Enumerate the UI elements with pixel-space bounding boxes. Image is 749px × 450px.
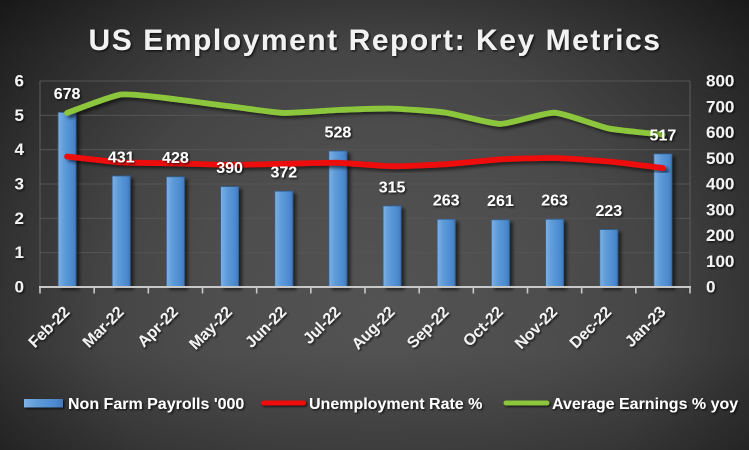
svg-text:500: 500 (706, 149, 734, 168)
svg-text:Jul-22: Jul-22 (300, 304, 344, 348)
svg-text:263: 263 (433, 193, 460, 210)
svg-text:678: 678 (54, 86, 81, 103)
svg-text:431: 431 (108, 149, 135, 166)
svg-text:223: 223 (595, 203, 622, 220)
svg-text:Feb-22: Feb-22 (26, 304, 74, 352)
svg-text:517: 517 (650, 127, 677, 144)
svg-text:Unemployment Rate %: Unemployment Rate % (309, 396, 482, 413)
svg-text:Apr-22: Apr-22 (135, 304, 182, 351)
svg-text:400: 400 (706, 175, 734, 194)
svg-text:372: 372 (270, 165, 297, 182)
svg-text:Average Earnings % yoy: Average Earnings % yoy (552, 396, 738, 413)
svg-text:US Employment Report: Key Metr: US Employment Report: Key Metrics (89, 24, 662, 57)
svg-text:Non Farm Payrolls '000: Non Farm Payrolls '000 (68, 396, 244, 413)
svg-text:0: 0 (706, 278, 715, 297)
svg-text:3: 3 (15, 175, 24, 194)
svg-text:Mar-22: Mar-22 (80, 304, 128, 352)
svg-text:Nov-22: Nov-22 (512, 304, 561, 353)
svg-text:528: 528 (325, 124, 352, 141)
svg-text:600: 600 (706, 123, 734, 142)
svg-text:Jan-23: Jan-23 (622, 304, 669, 351)
svg-text:800: 800 (706, 72, 734, 91)
svg-text:6: 6 (15, 72, 24, 91)
svg-text:Aug-22: Aug-22 (349, 304, 399, 354)
svg-text:0: 0 (15, 278, 24, 297)
svg-text:100: 100 (706, 252, 734, 271)
svg-text:700: 700 (706, 97, 734, 116)
svg-text:263: 263 (541, 193, 568, 210)
svg-text:1: 1 (15, 243, 24, 262)
svg-text:315: 315 (379, 179, 406, 196)
svg-text:5: 5 (15, 106, 24, 125)
svg-text:300: 300 (706, 200, 734, 219)
svg-text:428: 428 (162, 150, 189, 167)
svg-text:Sep-22: Sep-22 (404, 304, 452, 352)
svg-text:Oct-22: Oct-22 (460, 304, 507, 351)
svg-text:390: 390 (216, 160, 243, 177)
svg-text:261: 261 (487, 193, 514, 210)
svg-text:2: 2 (15, 209, 24, 228)
svg-text:May-22: May-22 (186, 304, 236, 354)
svg-text:Dec-22: Dec-22 (567, 304, 615, 352)
svg-text:4: 4 (15, 140, 25, 159)
svg-text:Jun-22: Jun-22 (242, 304, 290, 352)
svg-text:200: 200 (706, 226, 734, 245)
